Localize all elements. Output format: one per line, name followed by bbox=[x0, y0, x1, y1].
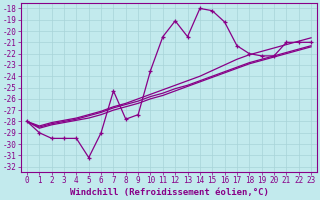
X-axis label: Windchill (Refroidissement éolien,°C): Windchill (Refroidissement éolien,°C) bbox=[69, 188, 268, 197]
